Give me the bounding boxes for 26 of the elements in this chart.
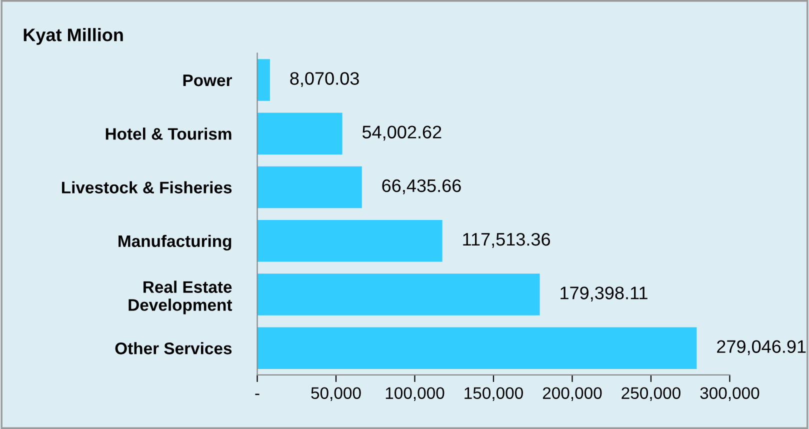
text: Kyat Million <box>24 28 123 45</box>
y-tick-label: Other Services <box>115 342 232 354</box>
data-label: 279,046.91 <box>717 340 806 356</box>
bar <box>257 112 342 155</box>
x-tick-label: 100,000 <box>386 387 444 401</box>
bar <box>257 274 540 316</box>
bar <box>257 327 697 370</box>
data-label: 66,435.66 <box>382 179 461 194</box>
bar <box>257 166 362 208</box>
y-tick-label: Power <box>183 74 232 86</box>
y-tick-label: Manufacturing <box>118 234 232 250</box>
data-label: 54,002.62 <box>362 126 442 141</box>
bar <box>257 220 442 262</box>
x-tick-label: 200,000 <box>542 387 602 401</box>
bar <box>257 59 270 101</box>
data-label: 117,513.36 <box>463 232 550 248</box>
x-tick-label: 250,000 <box>622 387 680 401</box>
x-tick-label: - <box>255 394 260 396</box>
y-tick-label: Livestock & Fisheries <box>62 181 232 194</box>
x-tick-label: 150,000 <box>464 387 523 401</box>
x-tick-label: 300,000 <box>700 387 760 401</box>
y-tick-label: Hotel & Tourism <box>106 128 232 140</box>
y-tick-label: Real Estate Development <box>128 280 232 314</box>
x-tick-label: 50,000 <box>311 387 361 401</box>
data-label: 8,070.03 <box>290 72 359 87</box>
data-label: 179,398.11 <box>560 286 648 302</box>
